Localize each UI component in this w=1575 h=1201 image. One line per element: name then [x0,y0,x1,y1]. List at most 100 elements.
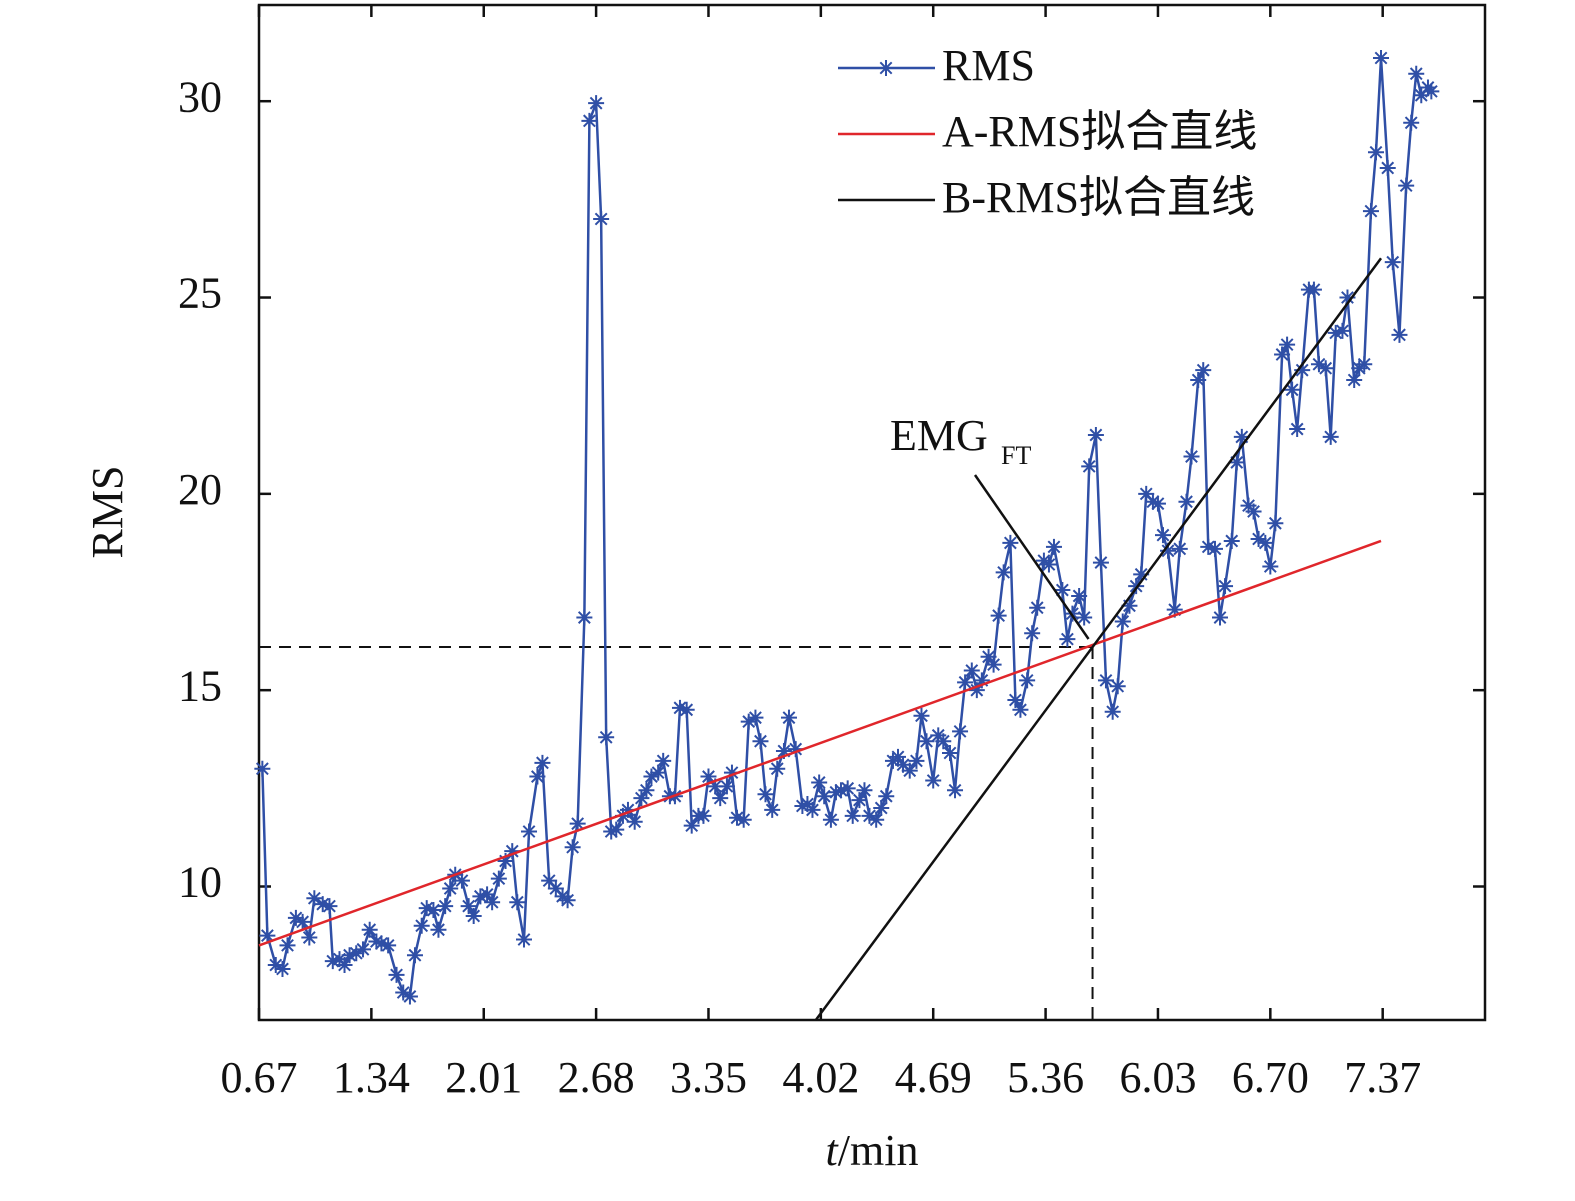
marker [581,112,598,129]
marker [868,811,885,828]
marker [856,782,873,799]
marker [1362,203,1379,220]
marker [1104,703,1121,720]
plot-frame [257,3,1487,1022]
marker [1413,87,1430,104]
marker [593,210,610,227]
marker [490,870,507,887]
annotation-pointer [973,474,1090,640]
marker [541,872,558,889]
marker [1408,65,1425,82]
marker [1121,597,1138,614]
marker [780,709,797,726]
y-tick-label: 10 [178,858,222,907]
x-tick-label: 3.35 [670,1053,747,1102]
marker [752,733,769,750]
marker [274,960,291,977]
marker [564,839,581,856]
marker [1257,534,1274,551]
marker [873,799,890,816]
marker [1294,362,1311,379]
marker [1109,678,1126,695]
marker [1054,582,1071,599]
marker [851,792,868,809]
marker [968,682,985,699]
y-tick-label: 30 [178,72,222,121]
marker [259,927,276,944]
x-axis-variable: t [826,1126,840,1175]
marker [1267,515,1284,532]
legend-label: B-RMS拟合直线 [942,173,1255,222]
marker [479,886,496,903]
marker [1040,556,1057,573]
marker [655,752,672,769]
marker [787,741,804,758]
marker [878,788,895,805]
marker [267,957,284,974]
marker [1423,83,1440,100]
marker [529,768,546,785]
marker [348,945,365,962]
marker [901,762,918,779]
y-tick-label: 25 [178,269,222,318]
marker [963,662,980,679]
marker [678,701,695,718]
marker [619,801,636,818]
marker [1250,531,1267,548]
marker [484,894,501,911]
marker [1076,609,1093,626]
marker [395,984,412,1001]
marker [671,699,688,716]
marker [1398,177,1415,194]
marker [1171,540,1188,557]
marker [740,713,757,730]
marker [588,95,605,112]
marker [995,564,1012,581]
marker [861,807,878,824]
marker [941,744,958,761]
marker [925,772,942,789]
series-line [814,257,1383,1021]
marker [1334,322,1351,339]
marker [1154,527,1171,544]
marker [1289,421,1306,438]
marker [1012,701,1029,718]
marker [559,892,576,909]
x-tick-label: 4.02 [782,1053,859,1102]
marker [336,957,353,974]
marker [1195,362,1212,379]
marker [985,656,1002,673]
marker [626,813,643,830]
marker [980,648,997,665]
marker [1160,542,1177,559]
marker [712,790,729,807]
marker [1367,144,1384,161]
marker [1403,114,1420,131]
marker [1223,532,1240,549]
marker [521,823,538,840]
marker [718,778,735,795]
marker [1087,426,1104,443]
marker [707,778,724,795]
marker [354,941,371,958]
marker [321,898,338,915]
marker [509,894,526,911]
marker [425,902,442,919]
y-tick-label: 15 [178,661,222,710]
y-axis-label: RMS [83,466,132,559]
marker [1059,631,1076,648]
marker [1384,254,1401,271]
marker [822,811,839,828]
marker [324,953,341,970]
marker [430,921,447,938]
x-tick-label: 7.37 [1344,1053,1421,1102]
marker [279,937,296,954]
x-tick-label: 2.68 [558,1053,635,1102]
marker [1245,503,1262,520]
marker [918,733,935,750]
marker [1045,538,1062,555]
marker [1002,534,1019,551]
marker [1274,346,1291,363]
marker [413,917,430,934]
